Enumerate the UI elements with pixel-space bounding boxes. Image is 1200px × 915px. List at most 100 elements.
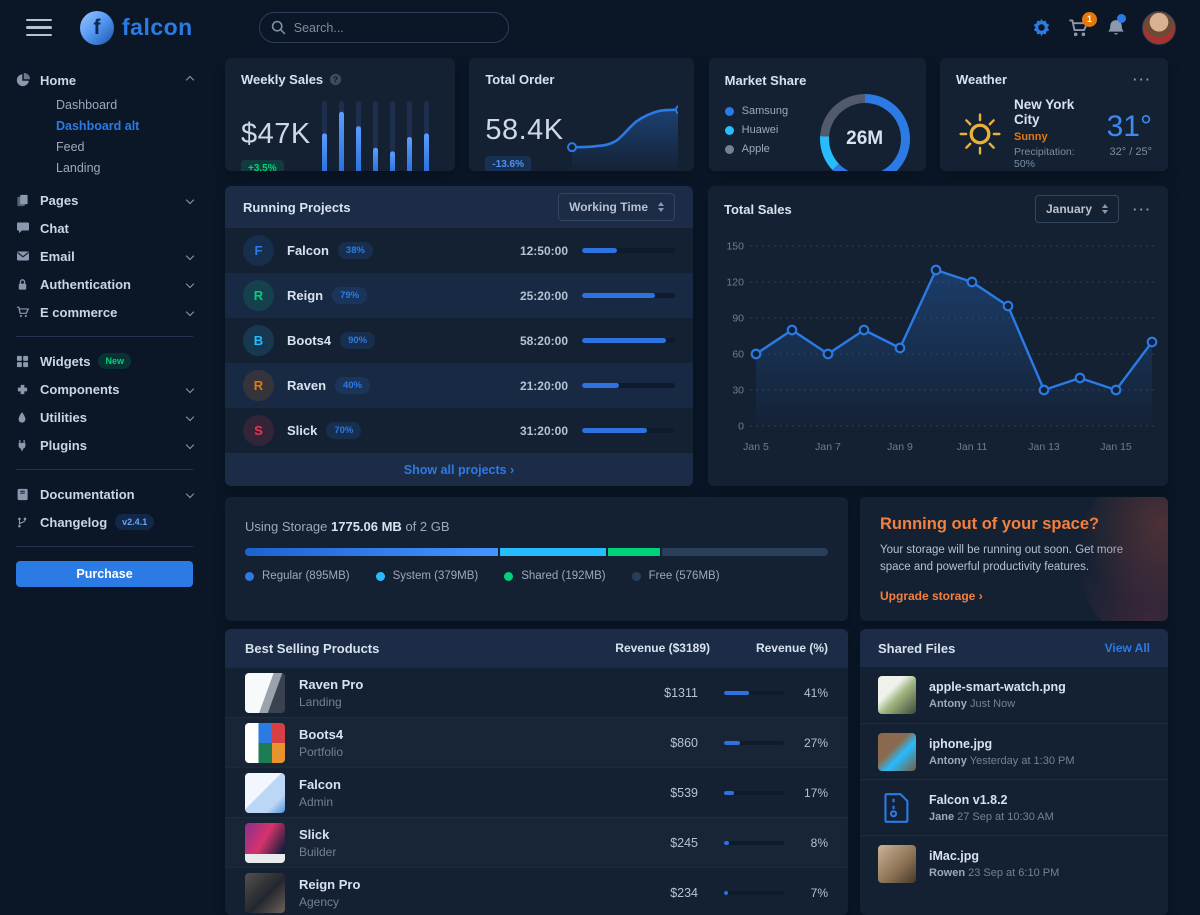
project-name-link[interactable]: Falcon [287,243,329,258]
hamburger-menu-icon[interactable] [26,14,52,42]
cart-icon[interactable]: 1 [1068,11,1097,38]
sidebar-item-label: Authentication [40,276,131,292]
sidebar-item-feed[interactable]: Feed [56,139,85,154]
storage-legend: Regular (895MB) System (379MB) Shared (192… [245,570,828,582]
weather-city: New York City [1013,97,1075,127]
sidebar-item-changelog[interactable]: Changelog v2.4.1 [16,508,193,536]
weather-temperature: 31° [1106,109,1152,143]
sidebar-item-chat[interactable]: Chat [16,214,193,242]
legend-dot [375,571,385,581]
project-name-link[interactable]: Reign [287,288,324,303]
file-list: apple-smart-watch.png Antony Just Now ipho… [860,667,1168,891]
widgets-grid-icon [16,355,40,368]
chevron-down-icon [185,195,195,205]
project-percent-badge: 70% [326,422,362,439]
project-avatar: R [243,280,274,311]
sidebar-item-components[interactable]: Components [16,375,195,403]
sidebar-item-documentation[interactable]: Documentation [16,480,195,508]
purchase-button[interactable]: Purchase [16,561,193,587]
weekly-sales-card: Weekly Sales ? $47K +3.5% [225,58,455,171]
project-name-link[interactable]: Slick [287,423,318,438]
show-all-projects-link[interactable]: Show all projects › [403,462,515,477]
sidebar-item-pages[interactable]: Pages [16,186,195,214]
legend-dot [245,571,254,581]
sidebar-item-label: Home [40,72,77,88]
svg-text:Jan 11: Jan 11 [957,441,988,453]
project-progress-bar [582,248,675,253]
user-avatar[interactable] [1142,10,1176,45]
total-order-value: 58.4K [485,114,564,146]
weekly-sales-value: $47K [241,118,311,150]
shared-file-item[interactable]: iphone.jpg Antony Yesterday at 1:30 PM [860,723,1168,779]
search-bar [258,12,509,43]
sidebar-item-landing[interactable]: Landing [56,160,101,175]
sidebar-item-email[interactable]: Email [16,242,195,270]
sidebar-item-utilities[interactable]: Utilities [16,403,195,431]
product-category: Builder [299,844,337,859]
sidebar-item-authentication[interactable]: Authentication [16,270,195,298]
weather-title: Weather [955,72,1008,87]
month-select[interactable]: January [1034,195,1119,223]
product-row: Raven Pro Landing $1311 41% [225,667,848,717]
market-share-center-value: 26M [828,103,901,171]
svg-text:150: 150 [726,241,744,253]
legend-item-samsung: Samsung [724,105,788,117]
product-name-link[interactable]: Boots4 [299,726,344,742]
file-owner: Antony [929,698,967,710]
upgrade-storage-link[interactable]: Upgrade storage › [880,588,983,603]
project-name-link[interactable]: Boots4 [287,333,332,348]
product-thumbnail [245,872,285,913]
product-revenue: $234 [670,885,698,900]
project-avatar: R [243,370,274,401]
file-time: Yesterday at 1:30 PM [969,754,1075,767]
search-input[interactable] [258,12,509,43]
storage-legend-item: Shared (192MB) [504,570,606,582]
sidebar-item-dashboard-alt[interactable]: Dashboard alt [56,118,140,133]
sidebar-item-label: E commerce [40,304,118,320]
main-content: Weekly Sales ? $47K +3.5% Total Order 58… [225,55,1168,915]
product-name-link[interactable]: Reign Pro [299,876,361,892]
product-revenue: $539 [670,785,698,800]
chevron-down-icon [185,307,195,317]
shared-file-item[interactable]: apple-smart-watch.png Antony Just Now [860,667,1168,723]
file-time: Just Now [969,698,1016,710]
book-icon [16,488,40,501]
shared-files-card: Shared Files View All apple-smart-watch.… [860,629,1168,915]
view-all-files-link[interactable]: View All [1104,641,1150,655]
sort-arrows-icon [658,199,664,215]
sidebar-item-label: Utilities [40,409,87,425]
sidebar: Home Dashboard Dashboard alt Feed Landin… [0,58,209,587]
sidebar-item-home[interactable]: Home [16,66,195,94]
product-name-link[interactable]: Raven Pro [299,676,364,692]
pages-icon [16,194,40,207]
file-meta: Antony Just Now [929,698,1066,710]
falcon-logo[interactable]: f falcon [80,10,193,45]
product-revenue-percent: 41% [803,685,828,700]
product-name-link[interactable]: Falcon [299,776,341,792]
weather-menu-button[interactable]: ··· [1132,72,1152,87]
total-sales-menu-button[interactable]: ··· [1133,201,1152,217]
legend-label: System (379MB) [392,570,479,582]
product-name-link[interactable]: Slick [299,826,330,842]
shared-file-item[interactable]: iMac.jpg Rowen 23 Sep at 6:10 PM [860,835,1168,891]
sidebar-item-ecommerce[interactable]: E commerce [16,298,195,326]
settings-gear-icon[interactable] [1031,17,1052,38]
project-avatar: F [243,235,274,266]
project-avatar: S [243,415,274,446]
info-icon[interactable]: ? [329,73,342,86]
legend-dot [504,571,514,581]
total-sales-title: Total Sales [724,201,792,217]
working-time-select[interactable]: Working Time [558,193,675,221]
file-meta: Jane 27 Sep at 10:30 AM [929,811,1054,823]
project-row: F Falcon 38% 12:50:00 [225,228,693,273]
best-selling-title: Best Selling Products [245,640,380,656]
legend-dot [724,106,734,116]
project-name-link[interactable]: Raven [287,378,327,393]
notifications-bell-icon[interactable] [1106,13,1126,38]
product-row: Reign Pro Agency $234 7% [225,867,848,915]
sidebar-item-widgets[interactable]: Widgets New [16,347,193,375]
sidebar-item-plugins[interactable]: Plugins [16,431,195,459]
sidebar-item-dashboard[interactable]: Dashboard [56,97,118,112]
shared-file-item[interactable]: Falcon v1.8.2 Jane 27 Sep at 10:30 AM [860,779,1168,835]
product-revenue-percent: 8% [810,835,828,850]
